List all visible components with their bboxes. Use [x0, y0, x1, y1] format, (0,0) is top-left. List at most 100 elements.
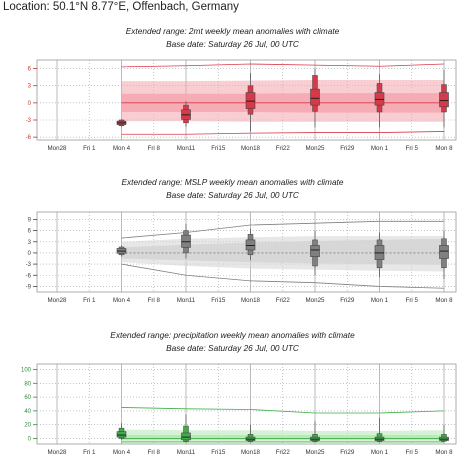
- xtick-label-2mt: Fri29: [340, 145, 355, 152]
- xtick-label-2mt: Fri15: [211, 145, 226, 152]
- chart-title-mslp: Extended range: MSLP weekly mean anomali…: [121, 177, 344, 187]
- climate-band-inner-precip: [121, 435, 444, 440]
- xtick-label-2mt: Mon 4: [113, 145, 131, 152]
- xtick-label-mslp: Mon 1: [371, 297, 389, 304]
- ytick-label-mslp: -6: [26, 273, 32, 279]
- ensemble-box-mslp: [181, 223, 191, 259]
- xtick-label-mslp: Fri29: [340, 297, 355, 304]
- xtick-label-2mt: Mon28: [48, 145, 67, 152]
- ensemble-box-precip: [310, 421, 320, 442]
- ytick-label-mslp: -9: [26, 284, 32, 290]
- ytick-label-mslp: 3: [28, 240, 32, 246]
- xtick-label-mslp: Mon 4: [113, 297, 131, 304]
- ensemble-box-2mt: [245, 73, 256, 132]
- ensemble-box-mslp: [245, 228, 256, 261]
- box-inner-2mt: [374, 92, 385, 106]
- xtick-label-2mt: Fri22: [276, 145, 291, 152]
- ensemble-box-mslp: [374, 232, 385, 278]
- ensemble-box-precip: [245, 424, 256, 442]
- xtick-label-2mt: Mon25: [306, 145, 325, 152]
- xtick-label-2mt: Mon11: [177, 145, 196, 152]
- location-label: Location: 50.1°N 8.77°E, Offenbach, Germ…: [3, 1, 239, 13]
- xtick-label-2mt: Mon 1: [371, 145, 389, 152]
- ytick-label-2mt: 6: [28, 67, 32, 73]
- chart-mslp: -9 -6 -3 0 3 6 9 Mon28 Fri 1 Mon 4 Fri 8 Mon11 Fri15…: [26, 211, 457, 304]
- climate-min-line-mslp: [121, 263, 445, 289]
- xtick-label-precip: Mon11: [177, 449, 196, 456]
- ensemble-box-precip: [181, 414, 191, 442]
- ytick-label-precip: 40: [24, 409, 31, 415]
- xtick-label-precip: Fri15: [211, 449, 226, 456]
- xtick-label-mslp: Fri22: [276, 297, 291, 304]
- xtick-label-precip: Mon 1: [371, 449, 389, 456]
- xtick-label-2mt: Mon 8: [435, 145, 453, 152]
- xtick-label-2mt: Fri 1: [83, 145, 96, 152]
- ensemble-box-precip: [374, 417, 385, 442]
- ytick-label-mslp: 0: [28, 251, 32, 257]
- xtick-label-precip: Fri 5: [406, 449, 419, 456]
- ensemble-box-mslp: [116, 245, 127, 257]
- ytick-label-mslp: -3: [26, 262, 32, 268]
- xtick-label-2mt: Fri 5: [406, 145, 419, 152]
- ytick-label-precip: 80: [24, 381, 31, 387]
- xtick-label-precip: Fri 1: [83, 449, 96, 456]
- ytick-label-2mt: 0: [28, 101, 32, 107]
- chart-title-precip: Extended range: precipitation weekly mea…: [110, 330, 355, 340]
- ytick-label-precip: 60: [24, 395, 31, 401]
- chart-subtitle-precip: Base date: Saturday 26 Jul, 00 UTC: [166, 343, 299, 353]
- climate-max-line-2mt: [121, 63, 445, 68]
- ytick-label-precip: 20: [24, 423, 31, 429]
- box-inner-precip: [181, 432, 191, 441]
- ytick-label-2mt: -3: [26, 118, 32, 124]
- climate-max-line-mslp: [121, 220, 444, 239]
- xtick-label-mslp: Mon25: [306, 297, 325, 304]
- ensemble-box-2mt: [181, 101, 191, 127]
- climate-min-line-2mt: [121, 131, 445, 135]
- box-inner-mslp: [439, 245, 449, 259]
- climate-band-inner-mslp: [121, 238, 444, 265]
- xtick-label-mslp: Mon18: [241, 297, 260, 304]
- ensemble-box-precip: [439, 424, 449, 442]
- ensemble-box-precip: [116, 423, 127, 440]
- xtick-label-mslp: Mon11: [177, 297, 196, 304]
- xtick-label-precip: Fri29: [340, 449, 355, 456]
- box-inner-mslp: [181, 234, 191, 248]
- ensemble-box-2mt: [439, 69, 449, 128]
- climate-max-line-precip: [121, 407, 445, 414]
- ensemble-box-2mt: [310, 68, 320, 128]
- box-inner-2mt: [310, 88, 320, 106]
- ytick-label-mslp: 9: [28, 217, 32, 223]
- xtick-label-precip: Mon 8: [435, 449, 453, 456]
- xtick-label-mslp: Fri15: [211, 297, 226, 304]
- xtick-label-2mt: Fri 8: [148, 145, 161, 152]
- ensemble-box-2mt: [116, 118, 127, 127]
- box-inner-mslp: [245, 239, 256, 251]
- xtick-label-precip: Mon18: [241, 449, 260, 456]
- xtick-label-precip: Mon28: [48, 449, 67, 456]
- xtick-label-mslp: Mon28: [48, 297, 67, 304]
- ensemble-box-mslp: [439, 230, 449, 279]
- ensemble-box-2mt: [374, 74, 385, 128]
- box-inner-2mt: [245, 92, 256, 109]
- chart-subtitle-2mt: Base date: Saturday 26 Jul, 00 UTC: [166, 39, 299, 49]
- xtick-label-precip: Mon 4: [113, 449, 131, 456]
- ytick-label-mslp: 6: [28, 229, 32, 235]
- ytick-label-2mt: 3: [28, 84, 32, 90]
- chart-title-2mt: Extended range: 2mt weekly mean anomalie…: [125, 26, 340, 36]
- ensemble-box-mslp: [310, 230, 320, 276]
- xtick-label-mslp: Mon 8: [435, 297, 453, 304]
- xtick-label-mslp: Fri 5: [406, 297, 419, 304]
- xtick-label-mslp: Fri 8: [148, 297, 161, 304]
- xtick-label-precip: Mon25: [306, 449, 325, 456]
- box-inner-2mt: [439, 92, 449, 108]
- ytick-label-2mt: -6: [26, 135, 32, 141]
- xtick-label-precip: Fri22: [276, 449, 291, 456]
- xtick-label-mslp: Fri 1: [83, 297, 96, 304]
- xtick-label-2mt: Mon18: [241, 145, 260, 152]
- xtick-label-precip: Fri 8: [148, 449, 161, 456]
- box-inner-mslp: [310, 245, 320, 257]
- chart-2mt: -6 -3 0 3 6 Mon28 Fri 1 Mon 4 Fri 8 Mon11 Fri15 Mon…: [26, 59, 457, 152]
- chart-precip: 0 20 40 60 80 100 Mon28 Fri 1 Mon 4 Fri 8 Mon11 Fri…: [21, 363, 457, 456]
- box-inner-precip: [116, 431, 127, 438]
- chart-subtitle-mslp: Base date: Saturday 26 Jul, 00 UTC: [166, 190, 299, 200]
